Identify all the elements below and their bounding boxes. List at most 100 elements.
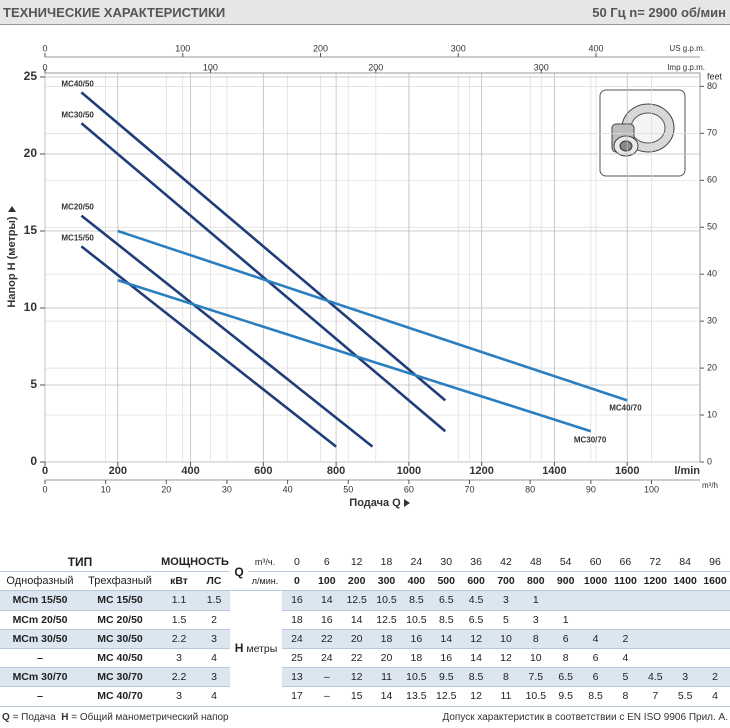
three-phase-model: MC 20/50	[80, 610, 160, 630]
three-phase-model: MC 40/70	[80, 686, 160, 707]
head-value	[700, 629, 730, 649]
head-value: 8.5	[431, 610, 462, 630]
head-value: 6.5	[550, 667, 581, 688]
q-lmin-value: 700	[491, 571, 521, 592]
head-value: 12	[491, 648, 521, 669]
q-unit-m3: m³/ч.	[248, 553, 283, 573]
q-m3h-value: 72	[640, 553, 671, 573]
head-value: 6.5	[431, 590, 462, 611]
curve-label: MC40/50	[61, 80, 94, 89]
head-value: 2	[700, 667, 730, 688]
q-lmin-value: 1000	[580, 571, 611, 592]
head-value: 18	[371, 629, 402, 649]
q-m3h-value: 60	[580, 553, 611, 573]
top-axis-unit: Imp g.p.m.	[667, 63, 705, 72]
q-lmin-value: 800	[520, 571, 551, 592]
y2-tick-label: 60	[707, 175, 717, 185]
x2-tick-label: 80	[525, 484, 535, 494]
head-value	[700, 610, 730, 630]
power-hp: 2	[198, 610, 231, 630]
head-unit-cell: H метры	[230, 590, 283, 707]
head-value: 12	[461, 686, 492, 707]
head-value: 8.5	[580, 686, 611, 707]
head-value: 3	[491, 590, 521, 611]
x2-tick-label: 90	[586, 484, 596, 494]
head-value: 8.5	[401, 590, 432, 611]
pump-picture	[599, 89, 686, 177]
head-value: 8	[550, 648, 581, 669]
y2-tick-label: 30	[707, 316, 717, 326]
q-lmin-value: 1400	[670, 571, 701, 592]
top-tick-label: 100	[175, 43, 190, 53]
power-kw: 2.2	[160, 629, 198, 649]
x2-tick-label: 50	[343, 484, 353, 494]
curve	[80, 245, 337, 448]
footer-q: Q	[2, 712, 10, 723]
head-value: 8	[610, 686, 641, 707]
head-value: 6	[550, 629, 581, 649]
head-value: 7	[640, 686, 671, 707]
top-tick-label: 0	[42, 43, 47, 53]
q-lmin-value: 1200	[640, 571, 671, 592]
q-lmin-value: 300	[371, 571, 402, 592]
header-bar: ТЕХНИЧЕСКИЕ ХАРАКТЕРИСТИКИ 50 Гц n= 2900…	[0, 0, 730, 25]
x2-tick-label: 20	[161, 484, 171, 494]
three-phase-model: MC 40/50	[80, 648, 160, 669]
head-value: 15	[341, 686, 372, 707]
single-phase-model: MCm 30/70	[0, 667, 80, 688]
y2-tick-label: 50	[707, 222, 717, 232]
x2-tick-label: 0	[42, 484, 47, 494]
head-value: 25	[282, 648, 312, 669]
top-axis-unit: US g.p.m.	[669, 44, 705, 53]
x2-tick-label: 70	[465, 484, 475, 494]
q-m3h-value: 54	[550, 553, 581, 573]
x2-tick-label: 10	[101, 484, 111, 494]
x-tick-label: 1200	[469, 465, 493, 477]
q-m3h-value: 96	[700, 553, 730, 573]
head-value: 10.5	[401, 667, 432, 688]
head-value	[580, 610, 611, 630]
x2-unit: m³/h	[702, 481, 718, 490]
head-value: 6.5	[461, 610, 492, 630]
x2-tick-label: 100	[644, 484, 659, 494]
power-hp: 1.5	[198, 590, 231, 611]
head-value	[670, 648, 701, 669]
single-phase-model: MCm 20/50	[0, 610, 80, 630]
head-value	[640, 590, 671, 611]
head-value: 1	[550, 610, 581, 630]
y2-tick-label: 70	[707, 128, 717, 138]
power-kw: 3	[160, 648, 198, 669]
head-value: 5	[491, 610, 521, 630]
x2-tick-label: 60	[404, 484, 414, 494]
x-tick-label: 1000	[397, 465, 421, 477]
x-tick-label: 200	[109, 465, 127, 477]
q-lmin-value: 1600	[700, 571, 730, 592]
top-tick-label: 200	[313, 43, 328, 53]
head-value: 8.5	[461, 667, 492, 688]
head-value: 22	[311, 629, 342, 649]
power-kw: 1.5	[160, 610, 198, 630]
head-value: 13	[282, 667, 312, 688]
head-value: 14	[461, 648, 492, 669]
q-lmin-value: 400	[401, 571, 432, 592]
q-lmin-value: 1100	[610, 571, 641, 592]
head-value: 13.5	[401, 686, 432, 707]
x-tick-label: 1600	[615, 465, 639, 477]
x2-tick-label: 30	[222, 484, 232, 494]
head-value: 5.5	[670, 686, 701, 707]
head-value: 6	[580, 648, 611, 669]
head-value: 4.5	[640, 667, 671, 688]
top-tick-label: 100	[203, 62, 218, 72]
q-header: Q	[230, 553, 249, 592]
head-value	[640, 648, 671, 669]
curve	[117, 229, 628, 402]
curve-label: MC30/70	[574, 435, 607, 444]
head-value: 3	[520, 610, 551, 630]
single-phase-model: MCm 15/50	[0, 590, 80, 611]
head-value: 10.5	[371, 590, 402, 611]
head-value: 10	[491, 629, 521, 649]
y-tick-label: 15	[24, 223, 38, 237]
three-phase-model: MC 30/50	[80, 629, 160, 649]
head-value: 3	[670, 667, 701, 688]
